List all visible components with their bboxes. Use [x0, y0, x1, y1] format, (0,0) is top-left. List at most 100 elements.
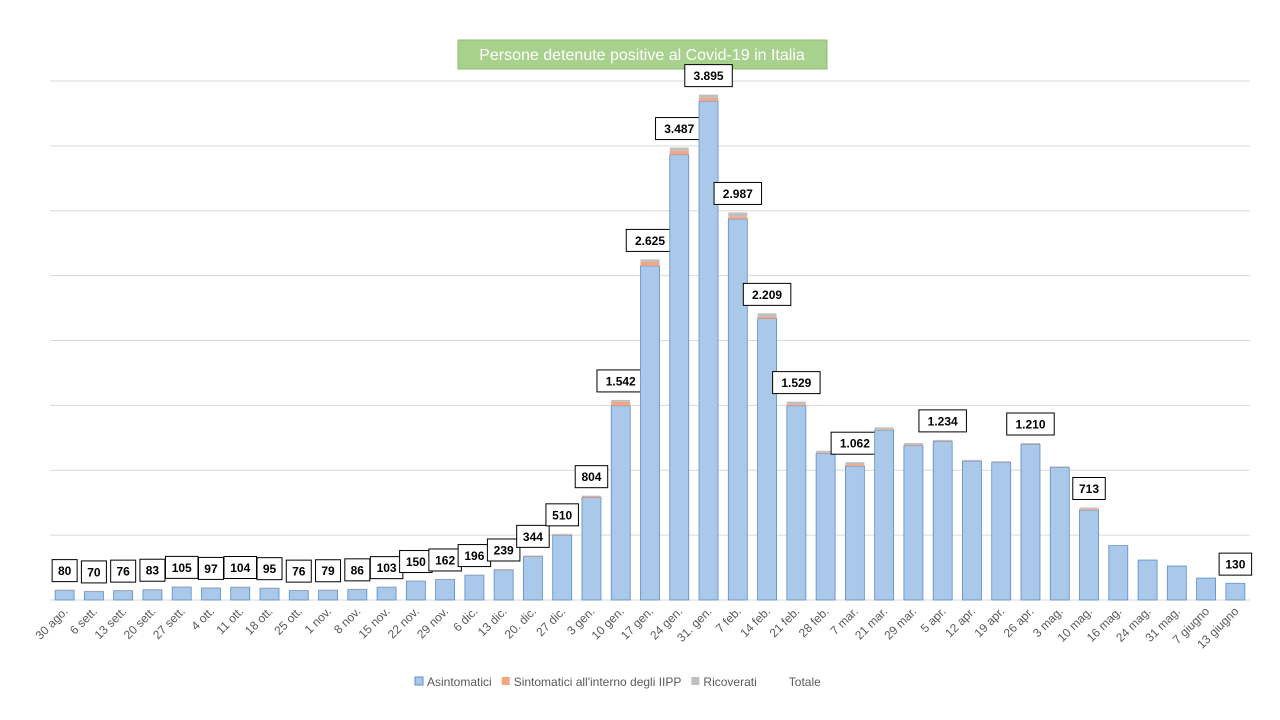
bar-segment	[376, 586, 397, 601]
bar-segment	[405, 580, 426, 601]
x-tick-label: 25 ott.	[271, 604, 304, 637]
total-label-box	[1006, 412, 1055, 436]
total-label-box	[139, 558, 166, 582]
bar-segment	[903, 445, 924, 601]
bar-segment	[727, 218, 748, 601]
x-tick-label: 15 nov.	[356, 604, 393, 641]
title-box	[457, 39, 828, 70]
bar-segment	[259, 587, 280, 601]
bar-segment	[699, 97, 719, 102]
bar-segment	[1079, 509, 1099, 601]
bar-segment	[874, 429, 895, 601]
x-tick-label: 29 mar.	[881, 604, 919, 642]
total-label: 103	[377, 561, 397, 575]
total-label-box	[51, 559, 78, 583]
bar-segment	[435, 578, 456, 601]
bar-segment	[1079, 508, 1099, 511]
x-tick-label: 13 sett.	[92, 604, 130, 642]
bar-segment	[786, 404, 806, 406]
total-label: 83	[146, 564, 160, 578]
total-label: 79	[321, 564, 335, 578]
legend-label: Ricoverati	[703, 675, 756, 689]
x-tick-label: 14 feb.	[737, 604, 773, 640]
legend-swatch	[691, 677, 700, 685]
bar-segment	[640, 259, 660, 263]
total-label-box	[197, 556, 224, 580]
bar-segment	[1166, 565, 1187, 601]
x-tick-label: 4 ott.	[188, 604, 217, 633]
total-label-box	[772, 371, 821, 395]
total-label: 2.625	[635, 234, 665, 248]
total-label: 70	[87, 565, 101, 579]
bar-segment	[523, 556, 543, 601]
bar-segment	[845, 462, 865, 465]
bar-segment	[757, 316, 777, 319]
bar-segment	[728, 216, 748, 219]
x-tick-label: 28 feb.	[796, 604, 832, 640]
x-tick-label: 27 dic.	[533, 604, 568, 639]
bar-segment	[610, 405, 631, 601]
bar-segment	[640, 262, 660, 266]
total-label: 344	[523, 530, 543, 544]
x-tick-label: 21 feb.	[767, 604, 803, 640]
bar-segment	[54, 589, 75, 601]
total-label: 804	[581, 470, 601, 484]
x-tick-label: 30 ago.	[33, 604, 71, 642]
total-label-box	[80, 560, 107, 584]
x-tick-label: 22 nov.	[385, 604, 422, 641]
legend-label: Sintomatici all'interno degli IIPP	[514, 675, 682, 689]
total-label-box	[256, 557, 283, 581]
total-label: 76	[292, 565, 306, 579]
total-label-box	[344, 558, 371, 582]
bar-segment	[728, 212, 748, 217]
bar-segment	[494, 569, 514, 570]
bar-segment	[142, 589, 163, 601]
bar-segment	[523, 555, 543, 557]
total-label: 1.542	[606, 374, 636, 388]
bar-segment	[786, 401, 806, 405]
bar-segment	[933, 439, 953, 442]
bar-segment	[699, 94, 719, 98]
bar-segment	[611, 401, 631, 406]
total-label-box	[285, 559, 312, 583]
total-label: 86	[351, 563, 365, 577]
bar-segment	[1108, 545, 1129, 601]
bar-segment	[1050, 466, 1070, 468]
total-label: 1.529	[781, 376, 811, 390]
bar-segment	[1137, 559, 1158, 601]
total-label: 713	[1079, 482, 1099, 496]
bar-segment	[932, 441, 953, 601]
bar-segment	[230, 586, 251, 601]
bar-segment	[1020, 443, 1041, 601]
bar-segment	[464, 574, 485, 601]
total-label-box	[918, 409, 967, 433]
bar-segment	[1020, 443, 1040, 445]
total-label-box	[545, 503, 579, 527]
total-label: 76	[116, 565, 130, 579]
bar-segment	[201, 587, 221, 601]
legend-swatch	[414, 676, 424, 686]
bar-segment	[844, 465, 865, 601]
bar-segment	[815, 452, 836, 601]
bar-segment	[845, 464, 865, 467]
bar-segment	[669, 150, 689, 155]
total-label-box	[315, 559, 342, 583]
bar-segment	[113, 590, 134, 601]
total-label-box	[486, 538, 521, 562]
bar-segment	[288, 590, 309, 601]
bar-segment	[669, 147, 689, 151]
bar-segment	[1225, 582, 1246, 601]
total-label: 105	[172, 561, 192, 575]
bar-segment	[991, 461, 1011, 462]
bar-segment	[318, 589, 338, 601]
bar-segment	[84, 591, 104, 601]
total-label: 150	[406, 555, 426, 569]
bar-segment	[874, 427, 894, 430]
bar-segment	[171, 586, 192, 601]
total-label-box	[516, 524, 550, 548]
x-tick-label: 26 apr.	[1001, 604, 1037, 640]
bar-segment	[552, 534, 572, 536]
total-label: 1.062	[840, 437, 870, 451]
total-label: 162	[435, 553, 455, 567]
total-label-box	[742, 282, 792, 306]
